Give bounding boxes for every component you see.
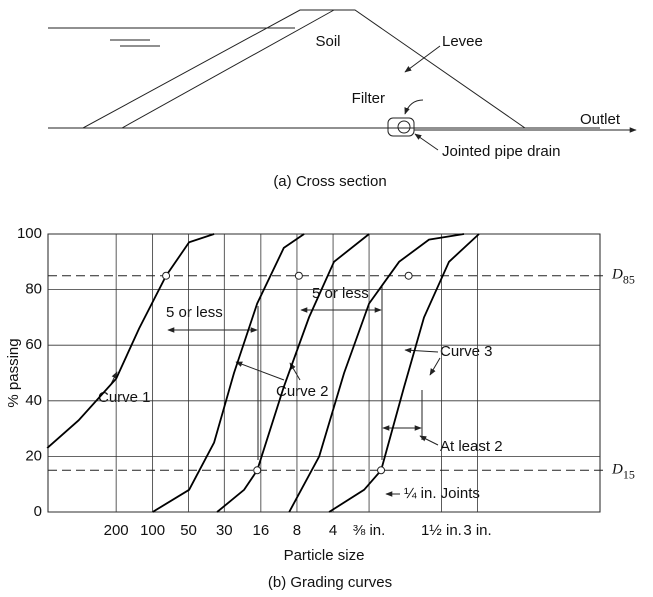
- arrow: [405, 46, 440, 72]
- marker: [163, 272, 170, 279]
- x-tick-label: 16: [253, 522, 270, 539]
- figure: Soil Levee Filter Outlet Jointed pipe dr…: [0, 0, 653, 597]
- caption: (b) Grading curves: [268, 574, 392, 591]
- x-tick-label: ⅜ in.: [353, 522, 386, 539]
- label: Soil: [315, 33, 340, 50]
- arrow: [236, 362, 284, 380]
- annotation: At least 2: [440, 438, 503, 455]
- marker: [295, 272, 302, 279]
- x-axis-label: Particle size: [284, 547, 365, 564]
- y-tick-label: 0: [34, 503, 42, 520]
- marker: [254, 467, 261, 474]
- x-tick-label: 200: [104, 522, 129, 539]
- subscript: 85: [623, 272, 635, 286]
- cross-section: Soil Levee Filter Outlet Jointed pipe dr…: [48, 10, 636, 190]
- x-tick-label: 3 in.: [463, 522, 491, 539]
- y-axis-label: % passing: [5, 338, 22, 407]
- label: Levee: [442, 33, 483, 50]
- reference-label: D85: [611, 267, 635, 286]
- y-tick-label: 20: [25, 447, 42, 464]
- arrow: [415, 134, 438, 150]
- y-tick-label: 40: [25, 392, 42, 409]
- annotation: 5 or less: [166, 304, 223, 321]
- chart: % passing Particle size (b) Grading curv…: [5, 225, 635, 591]
- arrow: [430, 358, 440, 375]
- y-tick-label: 80: [25, 281, 42, 298]
- x-tick-label: 4: [329, 522, 337, 539]
- symbol: D: [611, 267, 623, 283]
- label: Jointed pipe drain: [442, 143, 560, 160]
- caption: (a) Cross section: [273, 173, 386, 190]
- marker: [405, 272, 412, 279]
- symbol: D: [611, 462, 623, 478]
- arrow: [405, 100, 423, 114]
- annotation: ¼ in. Joints: [404, 485, 480, 502]
- marker: [378, 467, 385, 474]
- subscript: 15: [623, 467, 635, 481]
- x-tick-label: 100: [140, 522, 165, 539]
- y-tick-label: 60: [25, 336, 42, 353]
- reference-label: D15: [611, 462, 635, 481]
- pipe: [398, 121, 410, 133]
- arrow: [420, 436, 438, 445]
- arrow: [405, 350, 438, 352]
- x-tick-label: 30: [216, 522, 233, 539]
- x-tick-label: 8: [293, 522, 301, 539]
- x-tick-label: 50: [180, 522, 197, 539]
- y-tick-label: 100: [17, 225, 42, 242]
- annotation: Curve 1: [98, 389, 151, 406]
- x-tick-label: 1½ in.: [421, 522, 462, 539]
- label: Filter: [352, 90, 385, 107]
- label: Outlet: [580, 111, 621, 128]
- curve: [47, 234, 214, 448]
